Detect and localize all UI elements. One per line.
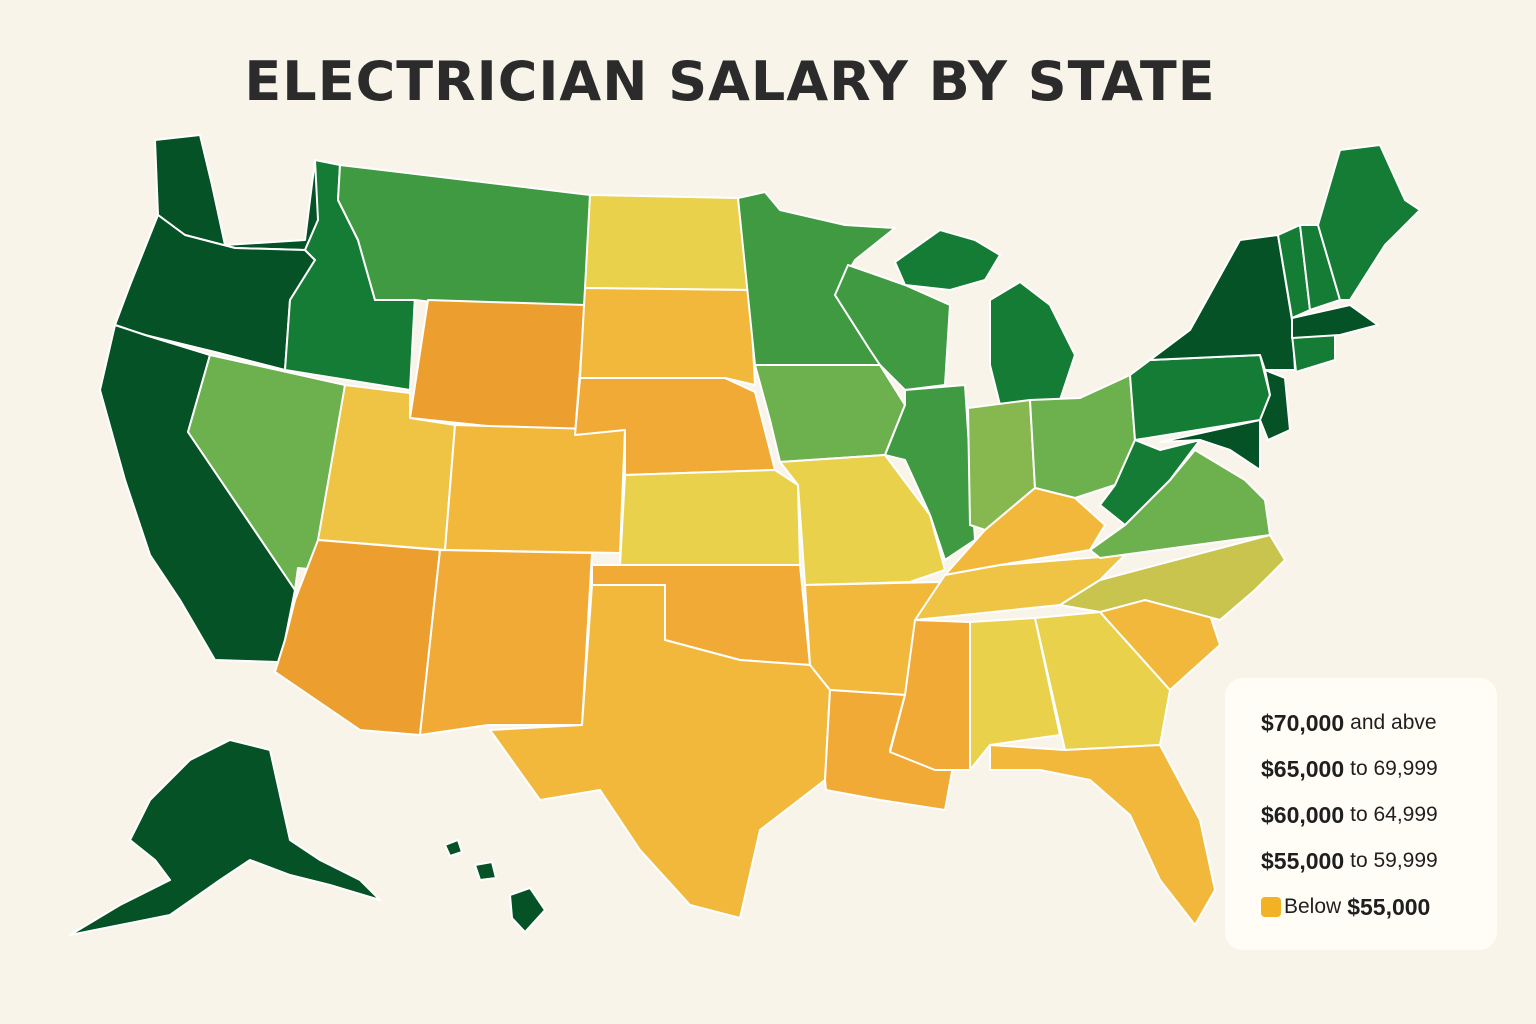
state-SD[interactable] (579, 287, 756, 386)
state-FL[interactable] (989, 744, 1216, 926)
legend: $70,000 and abve $65,000 to 69,999 $60,0… (1225, 678, 1497, 950)
state-IA[interactable] (754, 364, 906, 463)
state-TX[interactable] (489, 584, 831, 919)
state-CO[interactable] (444, 424, 626, 554)
state-MT[interactable] (337, 164, 591, 321)
state-MA[interactable] (1291, 304, 1379, 339)
legend-amount: $55,000 (1347, 893, 1431, 920)
state-GA[interactable] (1034, 611, 1171, 751)
state-AL[interactable] (969, 617, 1061, 771)
state-AK[interactable] (69, 739, 381, 936)
state-MO[interactable] (779, 454, 946, 586)
legend-swatch (1261, 897, 1281, 917)
state-WV[interactable] (1099, 439, 1201, 526)
state-NM[interactable] (419, 549, 593, 736)
state-KS[interactable] (619, 469, 801, 566)
legend-amount: $55,000 (1261, 847, 1345, 874)
legend-amount: $65,000 (1261, 755, 1345, 782)
state-ND[interactable] (584, 194, 751, 291)
state-WY[interactable] (409, 299, 586, 436)
state-AZ[interactable] (274, 539, 441, 736)
map-title: ELECTRICIAN SALARY BY STATE (244, 50, 1216, 113)
legend-amount: $70,000 (1261, 709, 1345, 736)
state-HI[interactable] (444, 839, 546, 933)
state-NJ[interactable] (1259, 369, 1291, 441)
legend-row-55k: $55,000 to 59,999 (1261, 838, 1497, 884)
legend-range: and abve (1350, 711, 1437, 734)
state-MD[interactable] (1159, 419, 1261, 471)
legend-prefix: Below (1284, 895, 1342, 918)
legend-range: to 64,999 (1350, 803, 1438, 826)
state-NC[interactable] (1059, 534, 1286, 621)
state-MI[interactable] (894, 229, 1076, 406)
legend-row-70k: $70,000 and abve (1261, 700, 1497, 746)
legend-row-below-55k: Below $55,000 (1261, 884, 1497, 930)
legend-range: to 59,999 (1350, 849, 1438, 872)
state-ME[interactable] (1317, 144, 1421, 301)
legend-range: to 69,999 (1350, 757, 1438, 780)
legend-row-65k: $65,000 to 69,999 (1261, 746, 1497, 792)
legend-amount: $60,000 (1261, 801, 1345, 828)
legend-row-60k: $60,000 to 64,999 (1261, 792, 1497, 838)
state-NY[interactable] (1149, 234, 1296, 371)
